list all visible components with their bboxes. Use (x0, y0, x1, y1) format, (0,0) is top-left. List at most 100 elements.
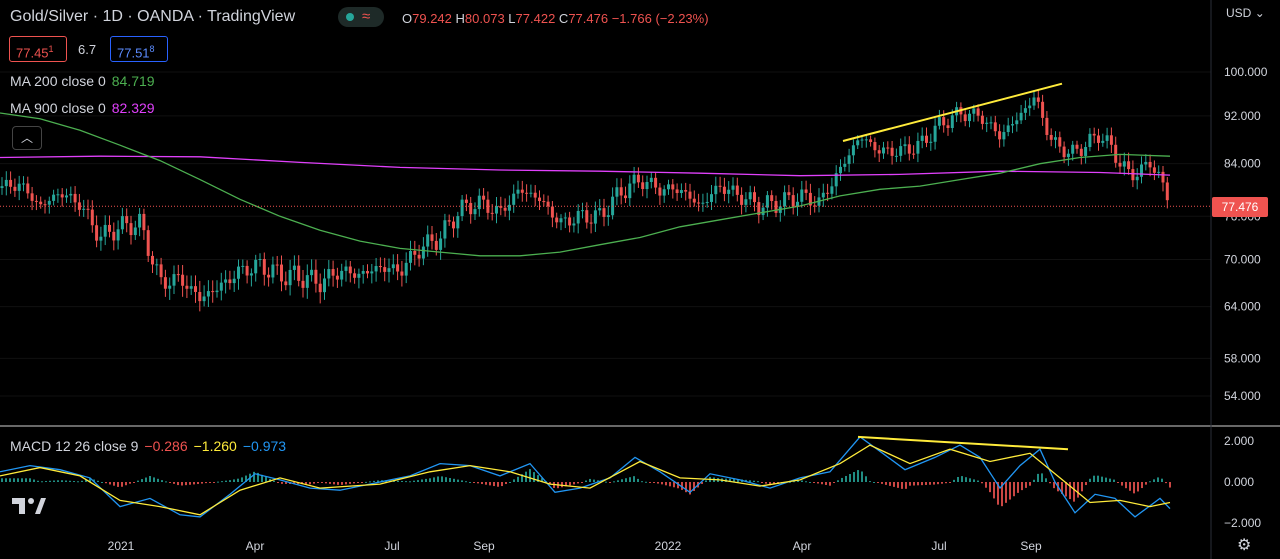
macd-hist-bar (377, 480, 379, 482)
collapse-legend-button[interactable]: ︿ (12, 126, 42, 150)
candle-body (241, 265, 245, 267)
macd-hist-bar (469, 482, 471, 483)
macd-hist-bar (1157, 477, 1159, 482)
candle-body (280, 264, 283, 282)
candle-body (4, 179, 8, 187)
candle-body (813, 205, 817, 207)
ma900-legend[interactable]: MA 900 close 0 82.329 (10, 100, 155, 116)
signal-line (0, 444, 1171, 516)
macd-hist-bar (209, 482, 211, 483)
candle-body (722, 186, 726, 194)
candle-body (374, 266, 378, 272)
macd-hist-bar (889, 482, 891, 486)
macd-hist-bar (533, 472, 535, 482)
symbol-title[interactable]: Gold/Silver · 1D · OANDA · TradingView (10, 8, 296, 25)
price-tick-label: 70.000 (1224, 253, 1261, 267)
candle-body (1028, 105, 1032, 109)
low-value: 77.422 (515, 11, 556, 26)
macd-hist-bar (501, 482, 503, 487)
macd-hist-bar (593, 479, 595, 482)
time-tick-label: Jul (384, 539, 399, 553)
macd-hist-bar (877, 482, 879, 483)
candle-body (335, 275, 339, 280)
macd-hist-bar (685, 482, 687, 493)
candle-body (138, 213, 142, 228)
candle-body (606, 215, 610, 217)
candle-body (77, 202, 81, 210)
buy-button[interactable]: 77.518 (110, 36, 168, 62)
macd-hist-bar (153, 477, 155, 482)
candle-body (826, 192, 830, 194)
macd-hist-bar (1125, 482, 1127, 489)
candle-body (989, 122, 993, 124)
candle-body (869, 139, 873, 143)
macd-hist-bar (937, 482, 939, 485)
candle-body (181, 274, 185, 286)
candle-body (9, 179, 13, 187)
macd-hist-bar (989, 482, 991, 493)
ma200-legend[interactable]: MA 200 close 0 84.719 (10, 73, 155, 89)
macd-hist-bar (321, 482, 323, 483)
candle-body (284, 281, 288, 286)
candle-body (714, 185, 718, 195)
macd-hist-bar (1105, 477, 1107, 482)
macd-hist-bar (641, 481, 643, 483)
macd-hist-bar (869, 481, 871, 483)
candle-body (507, 204, 511, 211)
macd-hist-bar (597, 480, 599, 482)
macd-hist-bar (473, 482, 475, 483)
macd-value: −0.286 (144, 438, 188, 454)
gear-icon[interactable]: ⚙ (1237, 537, 1252, 554)
macd-hist-bar (629, 477, 631, 482)
macd-legend[interactable]: MACD 12 26 close 9 −0.286 −1.260 −0.973 (10, 438, 286, 454)
candle-body (357, 273, 361, 278)
candle-body (22, 183, 25, 185)
macd-hist-bar (1073, 482, 1075, 502)
price-trendline (842, 82, 1063, 142)
time-axis-labels: 2021 Apr Jul Sep 2022 Apr Jul Sep (108, 539, 1042, 553)
candle-body (985, 122, 989, 124)
candle-body (697, 202, 701, 204)
macd-hist-bar (917, 482, 919, 486)
currency-selector[interactable]: USD ⌄ (1226, 6, 1265, 20)
candle-body (1054, 137, 1057, 140)
macd-hist-bar (809, 482, 811, 483)
macd-hist-bar (345, 482, 347, 485)
time-tick-label: 2022 (655, 539, 682, 553)
ma900-value: 82.329 (111, 100, 155, 116)
macd-hist-bar (637, 478, 639, 482)
macd-hist-bar (121, 482, 123, 487)
tradingview-logo[interactable] (10, 494, 46, 518)
candle-body (1148, 161, 1152, 168)
candle-body (90, 209, 94, 226)
signal-value: −1.260 (193, 438, 237, 454)
macd-hist-bar (1129, 482, 1131, 491)
candle-body (477, 195, 481, 210)
candle-body (1071, 144, 1075, 154)
macd-hist-bar (429, 478, 431, 482)
macd-hist-bar (865, 476, 867, 482)
candle-body (1140, 164, 1143, 177)
macd-hist-bar (137, 480, 139, 482)
market-status-icon[interactable]: ≈ (338, 7, 384, 27)
candle-body (228, 279, 232, 284)
candle-body (1105, 135, 1109, 141)
macd-hist-bar (45, 481, 47, 483)
candle-body (245, 265, 249, 276)
macd-hist-bar (113, 482, 115, 486)
candle-body (310, 269, 314, 276)
spread-value: 6.7 (78, 42, 97, 57)
candle-body (443, 220, 447, 239)
candle-body (151, 255, 154, 265)
macd-hist-bar (793, 481, 795, 483)
macd-hist-bar (189, 482, 191, 485)
sell-button[interactable]: 77.451 (9, 36, 67, 62)
candle-body (288, 269, 292, 286)
candle-body (946, 125, 950, 128)
macd-hist-bar (529, 469, 531, 482)
macd-hist-bar (801, 480, 803, 482)
macd-hist-bar (617, 480, 619, 482)
time-tick-label: Jul (931, 539, 946, 553)
candle-body (907, 144, 911, 154)
